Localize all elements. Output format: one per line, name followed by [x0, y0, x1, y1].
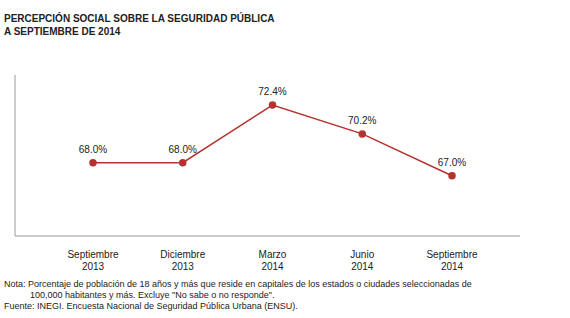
html-text:Nota: Porcentaje de población: Nota: Porcentaje de población de 18 años… [4, 279, 472, 300]
html-text:PERCEPCIÓN SOCIAL SOBRE LA SEG: PERCEPCIÓN SOCIAL SOBRE LA SEGURIDAD PÚB… [4, 13, 275, 24]
svg-text:70.2%: 70.2% [348, 115, 376, 126]
html-text:A SEPTIEMBRE DE 2014: A SEPTIEMBRE DE 2014 [4, 26, 121, 37]
svg-text:68.0%: 68.0% [169, 144, 197, 155]
svg-text:Diciembre2013: Diciembre2013 [160, 249, 205, 272]
svg-text:72.4%: 72.4% [258, 86, 286, 97]
svg-text:Septiembre2013: Septiembre2013 [67, 249, 119, 272]
svg-text:Marzo2014: Marzo2014 [259, 249, 287, 272]
svg-text:67.0%: 67.0% [438, 157, 466, 168]
svg-text:68.0%: 68.0% [79, 144, 107, 155]
svg-text:Junio2014: Junio2014 [350, 249, 374, 272]
html-text:Fuente: INEGI. Encuesta Nacion: Fuente: INEGI. Encuesta Nacional de Segu… [4, 301, 298, 311]
svg-text:Septiembre2014: Septiembre2014 [426, 249, 478, 272]
